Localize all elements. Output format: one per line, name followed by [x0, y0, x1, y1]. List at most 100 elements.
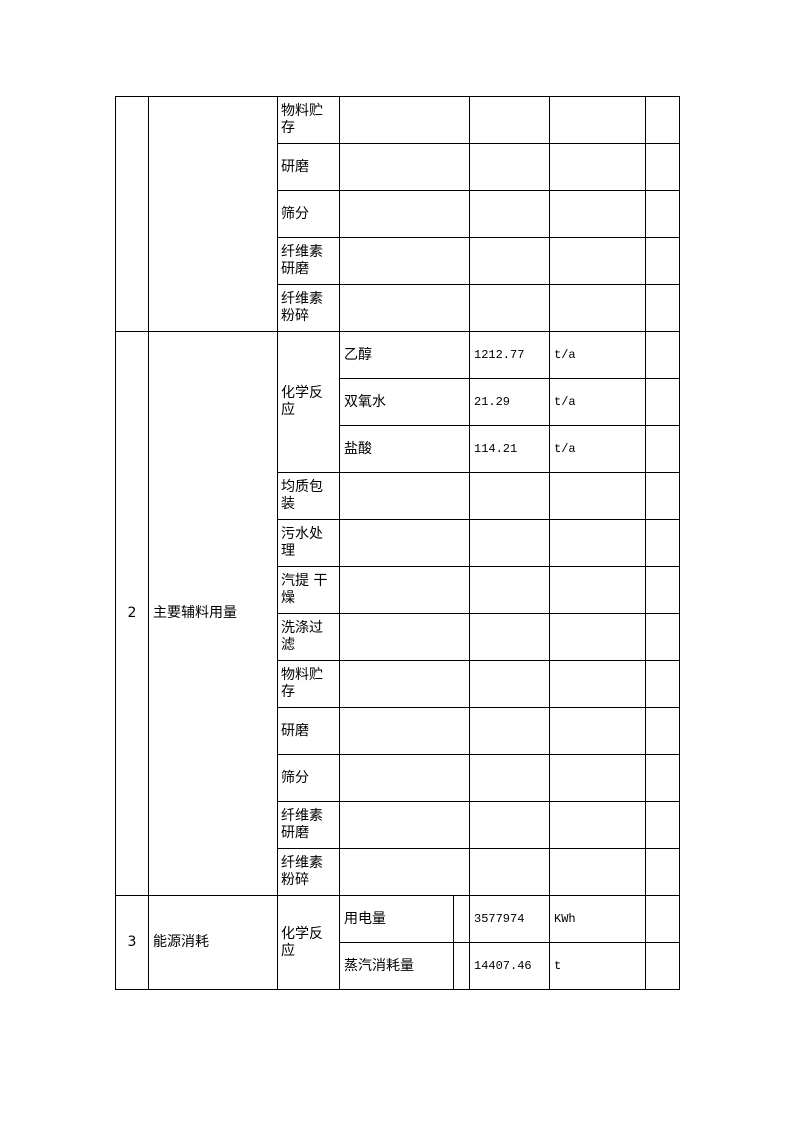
table-row: 3 能源消耗 化学反应 用电量 3577974 KWh [115, 895, 680, 990]
category-cell: 能源消耗 [148, 895, 278, 990]
unit-cell: t/a [549, 331, 646, 379]
spacer-cell [453, 895, 470, 943]
remark-cell [645, 519, 680, 567]
value-cell: 3577974 [469, 895, 550, 943]
material-cell [339, 284, 470, 332]
material-cell [339, 96, 470, 144]
unit-cell [549, 801, 646, 849]
table-row: 洗涤过滤 [116, 613, 680, 661]
process-cell: 研磨 [277, 707, 340, 755]
value-cell: 1212.77 [469, 331, 550, 379]
remark-cell [645, 284, 680, 332]
process-cell: 化学反应 [277, 895, 340, 990]
value-cell [469, 613, 550, 661]
remark-cell [645, 96, 680, 144]
value-cell [469, 143, 550, 191]
unit-cell: t/a [549, 425, 646, 473]
process-cell: 纤维素研磨 [277, 237, 340, 285]
table-row: 物料贮存 [116, 660, 680, 708]
table-row: 纤维素粉碎 [116, 848, 680, 896]
material-cell [339, 660, 470, 708]
unit-cell [549, 707, 646, 755]
value-cell [469, 237, 550, 285]
value-cell [469, 190, 550, 238]
unit-cell [549, 566, 646, 614]
remark-cell [645, 237, 680, 285]
process-cell: 研磨 [277, 143, 340, 191]
spacer-cell [453, 942, 470, 990]
material-cell [339, 613, 470, 661]
category-cell: 主要辅料用量 [148, 331, 278, 896]
energy-item-cell: 蒸汽消耗量 [339, 942, 454, 990]
value-cell [469, 801, 550, 849]
unit-cell: KWh [549, 895, 646, 943]
unit-cell [549, 190, 646, 238]
value-cell [469, 848, 550, 896]
table-row: 纤维素研磨 [116, 237, 680, 285]
table-row: 物料贮存 [115, 96, 680, 332]
energy-item-cell: 用电量 [339, 895, 454, 943]
material-cell [339, 801, 470, 849]
process-cell: 洗涤过滤 [277, 613, 340, 661]
table-row: 蒸汽消耗量 14407.46 t [116, 942, 680, 990]
material-cell [339, 707, 470, 755]
value-cell [469, 660, 550, 708]
value-cell [469, 707, 550, 755]
unit-cell: t [549, 942, 646, 990]
material-cell [339, 143, 470, 191]
category-cell [148, 96, 278, 332]
remark-cell [645, 754, 680, 802]
remark-cell [645, 707, 680, 755]
process-cell: 污水处理 [277, 519, 340, 567]
remark-cell [645, 566, 680, 614]
process-cell: 物料贮存 [277, 96, 340, 144]
material-cell: 乙醇 [339, 331, 470, 379]
process-cell: 筛分 [277, 190, 340, 238]
material-cell [339, 566, 470, 614]
value-cell: 21.29 [469, 378, 550, 426]
unit-cell [549, 660, 646, 708]
process-cell: 纤维素研磨 [277, 801, 340, 849]
material-cell [339, 848, 470, 896]
remark-cell [645, 472, 680, 520]
value-cell [469, 754, 550, 802]
table-row: 双氧水 21.29 t/a [116, 378, 680, 426]
remark-cell [645, 143, 680, 191]
unit-cell [549, 143, 646, 191]
table-row: 汽提 干燥 [116, 566, 680, 614]
remark-cell [645, 378, 680, 426]
value-cell [469, 519, 550, 567]
unit-cell [549, 519, 646, 567]
table-row: 研磨 [116, 707, 680, 755]
remark-cell [645, 942, 680, 990]
unit-cell [549, 237, 646, 285]
process-cell: 化学反应 [277, 331, 340, 473]
unit-cell [549, 848, 646, 896]
process-cell: 均质包装 [277, 472, 340, 520]
unit-cell [549, 613, 646, 661]
value-cell [469, 472, 550, 520]
material-cell: 盐酸 [339, 425, 470, 473]
material-cell [339, 190, 470, 238]
consumption-table: 物料贮存 研磨 筛分 纤维素研磨 纤维素粉碎 2 主要辅料用量 化学反应 乙醇 1212.77 t/… [115, 96, 680, 990]
process-cell: 纤维素粉碎 [277, 848, 340, 896]
material-cell: 双氧水 [339, 378, 470, 426]
table-row: 2 主要辅料用量 化学反应 乙醇 1212.77 t/a [115, 331, 680, 896]
table-row: 筛分 [116, 754, 680, 802]
material-cell [339, 754, 470, 802]
value-cell: 114.21 [469, 425, 550, 473]
material-cell [339, 472, 470, 520]
remark-cell [645, 660, 680, 708]
process-cell: 筛分 [277, 754, 340, 802]
remark-cell [645, 331, 680, 379]
value-cell [469, 96, 550, 144]
process-cell: 物料贮存 [277, 660, 340, 708]
remark-cell [645, 190, 680, 238]
remark-cell [645, 613, 680, 661]
remark-cell [645, 848, 680, 896]
remark-cell [645, 801, 680, 849]
number-cell: 3 [115, 895, 149, 990]
unit-cell [549, 472, 646, 520]
table-row: 纤维素研磨 [116, 801, 680, 849]
process-cell: 纤维素粉碎 [277, 284, 340, 332]
